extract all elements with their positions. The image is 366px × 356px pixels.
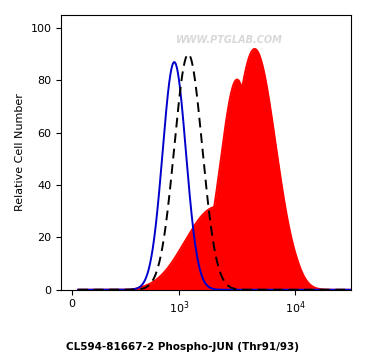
Y-axis label: Relative Cell Number: Relative Cell Number	[15, 93, 25, 211]
Text: WWW.PTGLAB.COM: WWW.PTGLAB.COM	[176, 35, 283, 45]
Text: CL594-81667-2 Phospho-JUN (Thr91/93): CL594-81667-2 Phospho-JUN (Thr91/93)	[67, 342, 299, 352]
